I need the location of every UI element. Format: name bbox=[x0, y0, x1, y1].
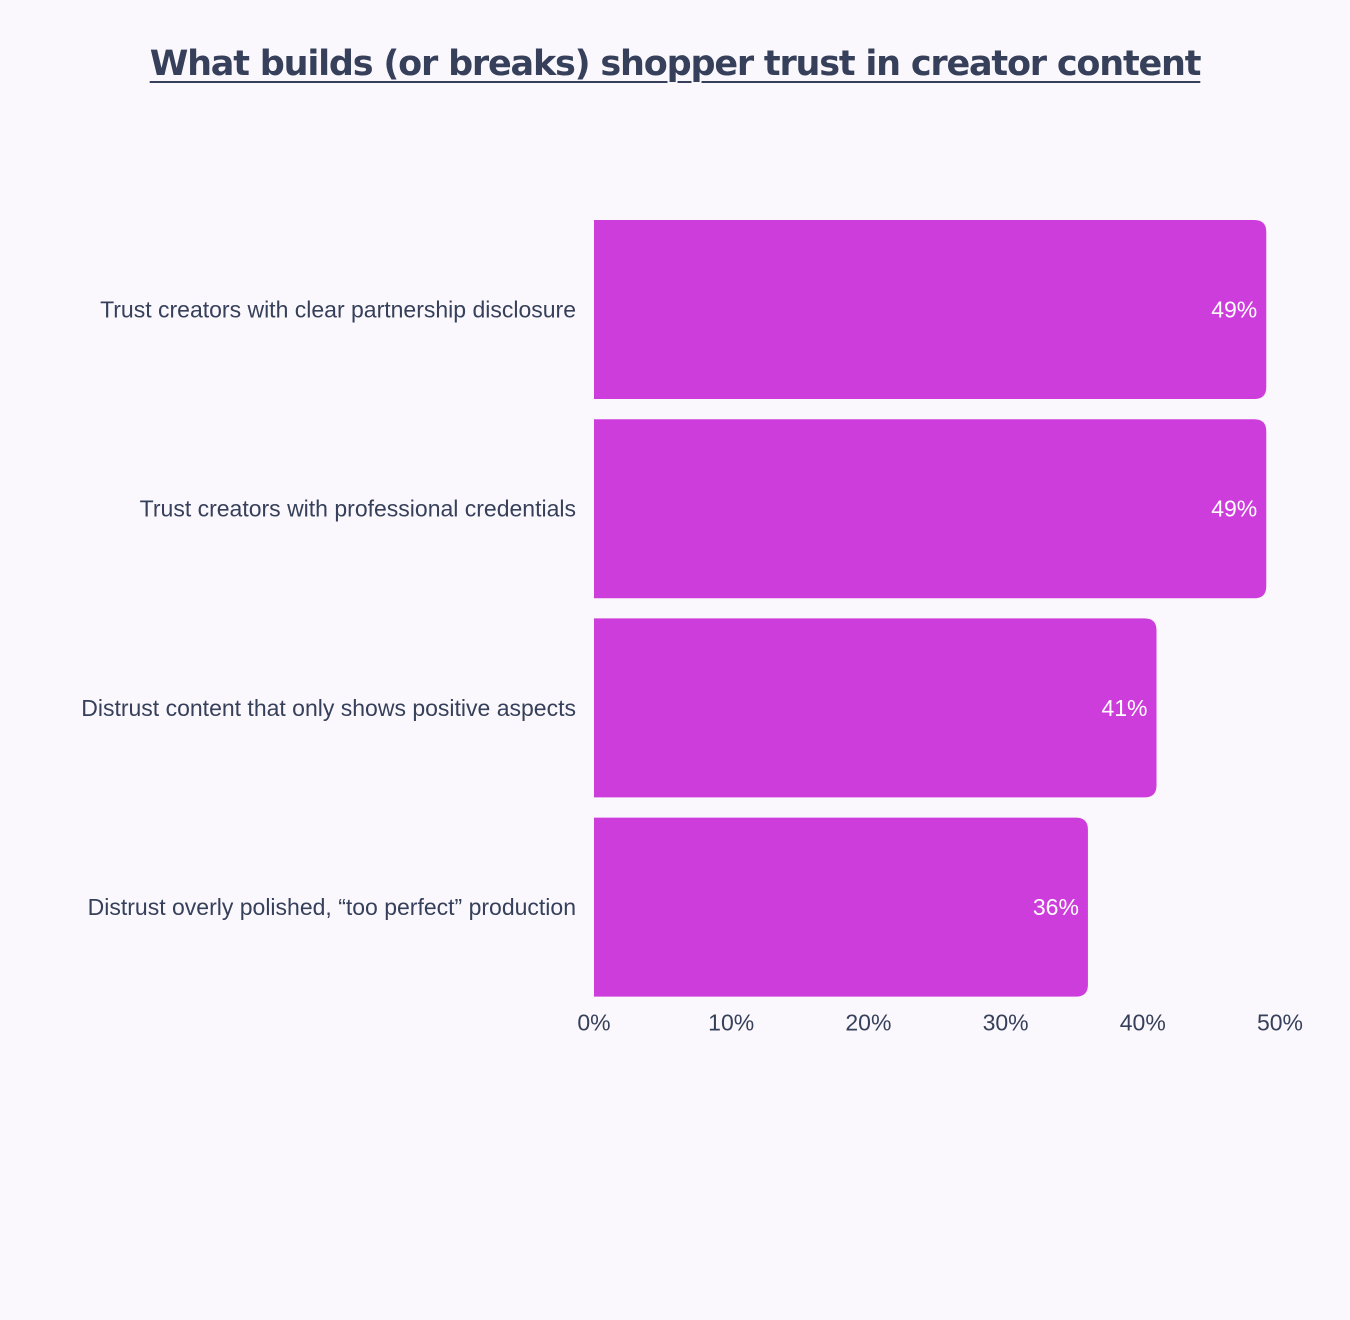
bar-4 bbox=[594, 817, 1088, 997]
value-label-4: 36% bbox=[1033, 894, 1079, 920]
category-label-3: Distrust content that only shows positiv… bbox=[81, 695, 576, 721]
x-tick-label-50: 50% bbox=[1257, 1010, 1303, 1036]
category-label-1: Trust creators with clear partnership di… bbox=[100, 297, 576, 323]
bars-group bbox=[594, 220, 1267, 997]
category-labels-group: Trust creators with clear partnership di… bbox=[81, 297, 576, 921]
x-tick-label-10: 10% bbox=[708, 1010, 754, 1036]
x-axis-ticks-group: 0% 10% 20% 30% 40% 50% bbox=[577, 1010, 1303, 1036]
category-label-4: Distrust overly polished, “too perfect” … bbox=[88, 894, 576, 920]
value-label-2: 49% bbox=[1211, 496, 1257, 522]
category-label-2: Trust creators with professional credent… bbox=[140, 496, 576, 522]
value-label-3: 41% bbox=[1101, 695, 1147, 721]
bar-3 bbox=[594, 618, 1157, 798]
bar-1 bbox=[594, 220, 1267, 399]
bar-2 bbox=[594, 419, 1267, 599]
x-tick-label-40: 40% bbox=[1120, 1010, 1166, 1036]
value-label-1: 49% bbox=[1211, 297, 1257, 323]
x-tick-label-0: 0% bbox=[577, 1010, 610, 1036]
value-labels-group: 49% 49% 41% 36% bbox=[1033, 297, 1257, 921]
chart-title: What builds (or breaks) shopper trust in… bbox=[149, 44, 1202, 84]
x-tick-label-30: 30% bbox=[983, 1010, 1029, 1036]
x-tick-label-20: 20% bbox=[845, 1010, 891, 1036]
